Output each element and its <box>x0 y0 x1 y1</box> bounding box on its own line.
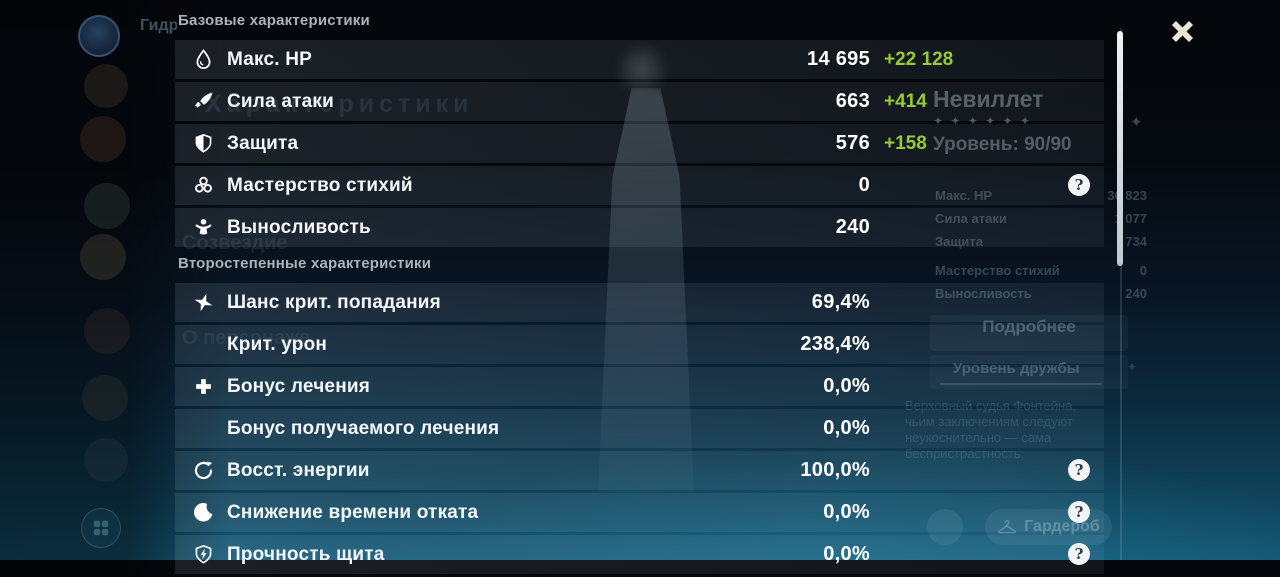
stat-row-stamina: Выносливость 240 <box>175 208 1104 247</box>
stat-label: Восст. энергии <box>227 459 370 481</box>
stat-row-shield-strength: Прочность щита 0,0% ? <box>175 535 1104 574</box>
help-icon[interactable]: ? <box>1068 501 1090 523</box>
close-icon <box>1171 20 1193 42</box>
character-avatar <box>82 375 128 421</box>
stat-value: 238,4% <box>800 333 870 355</box>
stat-row-crit-rate: Шанс крит. попадания 69,4% <box>175 283 1104 322</box>
element-label-ghost: Гидро <box>140 17 177 34</box>
hanger-icon <box>998 519 1017 533</box>
scrollbar-track[interactable] <box>1120 28 1122 560</box>
character-description: Верховный судья Фонтейна, чьим заключени… <box>905 398 1133 462</box>
character-avatar <box>84 183 130 229</box>
stat-label: Бонус лечения <box>227 375 371 397</box>
stat-row-healing-bonus: Бонус лечения 0,0% <box>175 367 1104 406</box>
stat-value: 100,0% <box>800 459 870 481</box>
grid-icon <box>93 520 109 536</box>
stat-row-cooldown-reduction: Снижение времени отката 0,0% ? <box>175 493 1104 532</box>
stat-bonus: +414 <box>884 90 927 112</box>
stat-label: Сила атаки <box>227 90 334 112</box>
attack-icon <box>191 91 215 112</box>
outfit-circle-button <box>927 509 963 545</box>
stat-value: 69,4% <box>811 291 870 313</box>
selected-character-avatar <box>78 15 120 57</box>
scrollbar-thumb[interactable] <box>1117 31 1123 266</box>
cooldown-icon <box>191 502 215 523</box>
stat-label: Макс. HP <box>227 48 313 70</box>
character-avatar <box>84 308 130 354</box>
stat-label: Защита <box>227 132 299 154</box>
help-icon[interactable]: ? <box>1068 459 1090 481</box>
details-button-ghost: Подробнее <box>930 315 1128 351</box>
stamina-icon <box>191 217 215 238</box>
stat-label: Снижение времени отката <box>227 501 479 523</box>
stat-label: Мастерство стихий <box>227 174 413 196</box>
stat-row-elemental-mastery: Мастерство стихий 0 ? <box>175 166 1104 205</box>
section-title-base: Базовые характеристики <box>178 12 370 29</box>
close-button[interactable] <box>1164 13 1200 49</box>
character-avatar <box>80 234 126 280</box>
stat-label: Шанс крит. попадания <box>227 291 441 313</box>
tab-ghost-details: Характеристики <box>205 90 473 119</box>
stat-label: Бонус получаемого лечения <box>227 417 500 439</box>
stat-label: Крит. урон <box>227 333 328 355</box>
friendship-progress-bar <box>940 383 1102 385</box>
stat-value: 14 695 <box>807 48 870 70</box>
bg-stat-row: Мастерство стихий 0 <box>935 263 1147 278</box>
stat-label: Прочность щита <box>227 543 385 565</box>
sparkle-icon: ✦ <box>1130 114 1143 131</box>
energy-icon <box>191 460 215 481</box>
stat-value: 0,0% <box>823 501 870 523</box>
character-avatar <box>84 438 128 482</box>
help-icon[interactable]: ? <box>1068 543 1090 565</box>
stat-value: 0,0% <box>823 417 870 439</box>
crit-rate-icon <box>191 292 215 313</box>
background-stats-list: Макс. HP36 823 Сила атаки1 077 Защита734… <box>935 188 1147 309</box>
stat-label: Выносливость <box>227 216 371 238</box>
stat-row-attack: Сила атаки 663 +414 <box>175 82 1104 121</box>
help-icon[interactable]: ? <box>1068 174 1090 196</box>
bg-stat-row: Защита734 <box>935 234 1147 249</box>
stat-value: 663 <box>835 90 870 112</box>
attributes-overlay-panel: Базовые характеристики Макс. HP 14 695 +… <box>175 0 1104 577</box>
defense-icon <box>191 133 215 154</box>
section-title-secondary: Второстепенные характеристики <box>178 255 432 272</box>
stat-value: 576 <box>835 132 870 154</box>
character-avatar <box>84 64 128 108</box>
tab-ghost-constellation: Созвездие <box>182 232 288 255</box>
stat-row-incoming-healing: Бонус получаемого лечения 0,0% <box>175 409 1104 448</box>
rarity-stars: ✦ ✦ ✦ ✦ ✦ ✦ <box>933 114 1032 128</box>
shield-strength-icon <box>191 544 215 565</box>
healing-icon <box>191 377 215 396</box>
character-silhouette <box>615 40 669 98</box>
stat-row-defense: Защита 576 +158 <box>175 124 1104 163</box>
stat-row-crit-dmg: Крит. урон 238,4% <box>175 325 1104 364</box>
stat-value: 0,0% <box>823 543 870 565</box>
sparkle-icon: ✦ <box>1127 360 1138 374</box>
stat-row-energy-recharge: Восст. энергии 100,0% ? <box>175 451 1104 490</box>
tab-ghost-profile: О персонаже <box>182 327 310 350</box>
stat-value: 0,0% <box>823 375 870 397</box>
character-level: Уровень: 90/90 <box>933 134 1072 156</box>
friendship-label: Уровень дружбы <box>953 360 1080 377</box>
stat-bonus: +158 <box>884 132 927 154</box>
stat-value: 240 <box>835 216 870 238</box>
stat-row-max-hp: Макс. HP 14 695 +22 128 <box>175 40 1104 79</box>
character-name: Невиллет <box>933 86 1043 113</box>
stat-value: 0 <box>858 174 870 196</box>
elemental-mastery-icon <box>191 175 215 196</box>
character-avatar <box>80 116 126 162</box>
stat-bonus: +22 128 <box>884 48 954 70</box>
party-grid-button <box>81 508 121 548</box>
friendship-band <box>930 355 1128 389</box>
hp-icon <box>191 49 215 70</box>
